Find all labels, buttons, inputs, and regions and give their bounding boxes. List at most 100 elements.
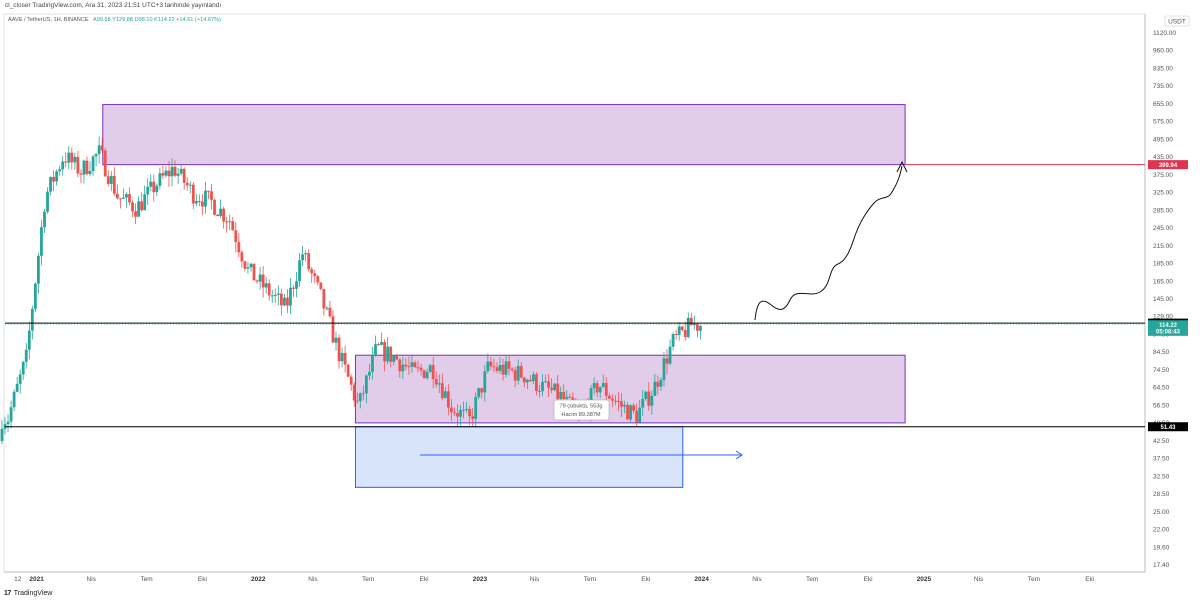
time-tick-label: Eki	[864, 576, 873, 583]
time-tick-label: 2025	[917, 576, 932, 583]
candle	[401, 356, 405, 379]
candle	[292, 285, 295, 298]
tradingview-logo[interactable]: 17 TradingView	[4, 590, 52, 597]
candle	[301, 245, 305, 267]
candle	[507, 355, 511, 376]
candle	[519, 361, 523, 379]
price-tick-label: 28.50	[1153, 491, 1170, 498]
measure-annotation: 79 çubukta, 553g Hacim 89.387M	[553, 399, 610, 421]
annotation-line1: 79 çubukta, 553g	[560, 404, 603, 410]
candle	[434, 371, 438, 388]
candle	[668, 339, 672, 366]
candle	[316, 274, 320, 286]
price-tick-label: 325.00	[1153, 190, 1173, 197]
candle	[456, 404, 459, 426]
candle	[677, 322, 681, 341]
candle	[695, 323, 699, 338]
candle	[486, 353, 490, 374]
plot-area	[3, 13, 1146, 573]
date-range-measure-box[interactable]	[354, 426, 684, 488]
candle	[334, 331, 338, 351]
candle	[228, 214, 232, 231]
candle	[155, 183, 159, 197]
candle	[453, 407, 456, 417]
price-tick-label: 56.50	[1153, 402, 1170, 409]
candle	[55, 169, 59, 186]
candle	[377, 342, 380, 347]
candle	[279, 288, 283, 316]
candle	[243, 260, 247, 272]
svg-text:399.94: 399.94	[1159, 163, 1178, 169]
candle	[40, 219, 43, 266]
candle	[522, 376, 526, 388]
candle	[210, 184, 213, 210]
candle	[623, 400, 626, 414]
candle	[419, 363, 423, 376]
price-tick-label: 129.00	[1153, 314, 1173, 321]
ohlc-legend: A99.58 Y129.88 D98.10 K114.22 +14.61 (+1…	[93, 17, 221, 23]
price-tick-label: 575.00	[1153, 119, 1173, 126]
candle	[553, 383, 557, 392]
candle	[152, 174, 156, 202]
candle	[620, 392, 623, 417]
candle	[683, 321, 687, 341]
price-tick-label: 435.00	[1153, 154, 1173, 161]
svg-text:114.22: 114.22	[1159, 323, 1178, 329]
candle	[70, 147, 74, 170]
candle	[440, 373, 444, 401]
time-tick-label: Tem	[140, 576, 152, 583]
candle	[137, 196, 141, 218]
candle	[671, 332, 675, 351]
price-axis[interactable]: 1120.00 960.00 835.00 735.00 655.00 575.00 495…	[1148, 30, 1188, 569]
time-axis[interactable]: 12 2021 Nis Tem Eki 2022 Nis Tem Eki 2023 Nis Tem Ek…	[14, 576, 1094, 583]
price-tick-label: 375.00	[1153, 172, 1173, 179]
candle	[85, 156, 89, 176]
candle	[49, 176, 52, 196]
candle	[371, 346, 374, 380]
time-tick-label: 12	[14, 576, 22, 583]
candle	[46, 187, 49, 214]
candle	[380, 332, 383, 346]
candle	[595, 380, 599, 398]
candle	[656, 375, 660, 395]
tradingview-brand: TradingView	[13, 590, 53, 597]
candle	[422, 369, 426, 379]
candle	[33, 282, 37, 312]
candle	[88, 161, 92, 177]
candle	[261, 266, 265, 298]
price-tick-label: 655.00	[1153, 101, 1173, 108]
candle	[67, 146, 71, 170]
price-tag: 114.22	[1148, 320, 1188, 330]
currency-button[interactable]	[1164, 15, 1190, 27]
candle	[538, 384, 541, 398]
candle	[258, 266, 262, 290]
time-tick-label: Nis	[974, 576, 984, 583]
time-tick-label: Nis	[530, 576, 540, 583]
candle	[18, 369, 22, 394]
candle	[282, 294, 286, 307]
candle	[641, 389, 645, 416]
candle	[298, 253, 301, 287]
candle	[544, 374, 547, 384]
candle	[76, 150, 80, 178]
resistance-zone-box[interactable]	[102, 104, 906, 166]
price-tag: 399.94	[1148, 160, 1188, 170]
candle	[459, 405, 462, 426]
candle	[234, 222, 238, 253]
candle	[598, 386, 602, 399]
candle	[483, 364, 487, 402]
candles-layer	[0, 136, 702, 444]
candle	[635, 403, 639, 426]
price-tick-label: 495.00	[1153, 136, 1173, 143]
time-tick-label: Tem	[584, 576, 596, 583]
candle	[674, 329, 678, 340]
candle	[686, 312, 690, 339]
candle	[273, 288, 277, 304]
candle	[343, 345, 347, 373]
candle	[103, 147, 107, 178]
candle	[122, 188, 125, 200]
candle	[204, 181, 207, 214]
candle	[349, 374, 353, 391]
svg-text:05:08:43: 05:08:43	[1156, 330, 1181, 336]
